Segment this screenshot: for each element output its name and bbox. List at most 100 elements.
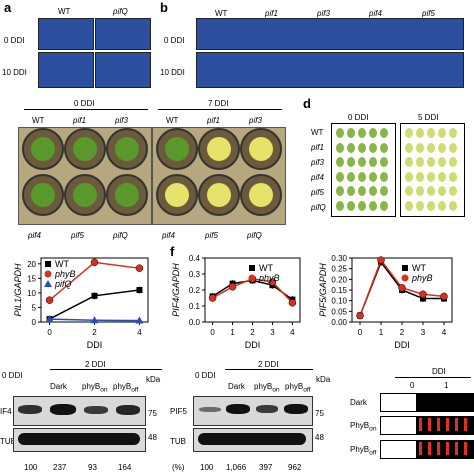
panel-d-row: pif3 bbox=[311, 158, 324, 167]
seedling-spot bbox=[438, 171, 446, 182]
blot2-mw2: 48 bbox=[315, 433, 324, 442]
blot1-kda: kDa bbox=[146, 375, 161, 384]
legend-marker bbox=[45, 261, 51, 267]
plant-pot bbox=[106, 128, 148, 170]
blot2-lane: phyBon bbox=[254, 382, 280, 394]
seedling-spot bbox=[380, 142, 388, 153]
schematic-title: DDI bbox=[432, 367, 446, 376]
data-point bbox=[420, 295, 426, 302]
y-tick-label: 0.1 bbox=[189, 302, 201, 311]
schematic-bar-phyb-off bbox=[380, 440, 474, 459]
x-tick-label: 3 bbox=[270, 328, 275, 337]
seedling-spot bbox=[336, 186, 344, 196]
panel-c-group2-line bbox=[158, 109, 282, 110]
blot2-pct: 1,066 bbox=[226, 463, 247, 472]
light-pulse bbox=[455, 418, 458, 431]
light-pulse bbox=[419, 442, 422, 455]
schematic-row-label: PhyBon bbox=[350, 421, 377, 433]
panel-a-row-0ddi: 0 DDI bbox=[4, 36, 25, 45]
x-tick-label: 1 bbox=[230, 328, 235, 337]
y-tick-label: 0.15 bbox=[331, 286, 347, 295]
panel-d-col1: 0 DDI bbox=[348, 113, 369, 122]
data-point bbox=[208, 294, 217, 302]
data-point bbox=[135, 264, 144, 272]
seedling-spot bbox=[449, 128, 457, 138]
light-pulse bbox=[428, 418, 431, 431]
seedling-spot bbox=[347, 200, 355, 211]
seedling-spot bbox=[358, 128, 366, 138]
seedling-spot bbox=[416, 171, 424, 182]
blot2-lane: Dark bbox=[228, 382, 245, 391]
seedling-spot bbox=[380, 157, 388, 167]
schematic-bar-phyb-on bbox=[380, 416, 474, 435]
plant-pot bbox=[198, 174, 240, 216]
x-axis-label: DDI bbox=[394, 340, 410, 350]
light-pulse bbox=[464, 418, 467, 431]
data-point bbox=[398, 284, 406, 292]
seedling-spot bbox=[369, 186, 377, 196]
seedling-spot bbox=[380, 128, 388, 138]
panel-b-letter: b bbox=[160, 0, 168, 15]
blot1-lane: phyBon bbox=[82, 382, 108, 394]
light-pulse bbox=[437, 442, 440, 455]
data-point bbox=[268, 278, 277, 286]
legend-marker bbox=[249, 265, 255, 271]
seedling-spot bbox=[347, 128, 355, 138]
y-axis-label: PIL1/GAPDH bbox=[13, 263, 23, 317]
legend-label: phyB bbox=[411, 273, 433, 283]
y-tick-label: 0.10 bbox=[331, 297, 347, 306]
plant-pot bbox=[64, 128, 106, 170]
legend-label: phyB bbox=[54, 269, 76, 279]
panel-a-col-pifq: pifQ bbox=[113, 7, 128, 16]
blot2-pct-label: (%) bbox=[172, 463, 185, 472]
legend-label: WT bbox=[412, 263, 426, 273]
panel-b-col-label: pif1 bbox=[265, 9, 278, 18]
panel-c-top-label: pif3 bbox=[115, 116, 128, 125]
y-tick-label: 10 bbox=[27, 289, 36, 298]
panel-b-col-label: WT bbox=[215, 9, 228, 18]
seedling-spot bbox=[438, 128, 446, 138]
seedling-spot bbox=[449, 200, 457, 211]
seedling-photo-strip bbox=[196, 52, 464, 88]
panel-b-col-label: pif5 bbox=[422, 9, 435, 18]
data-point bbox=[90, 258, 99, 267]
y-tick-label: 0.3 bbox=[189, 270, 201, 279]
seedling-spot bbox=[438, 186, 446, 196]
data-point bbox=[377, 256, 385, 264]
seedling-spot bbox=[427, 186, 435, 196]
blot2-pct: 100 bbox=[200, 463, 214, 472]
seedling-spot bbox=[416, 128, 424, 138]
data-point bbox=[419, 290, 427, 299]
data-point bbox=[91, 292, 98, 299]
panel-c-bottom-label: pifQ bbox=[247, 231, 262, 240]
panel-b-col-label: pif3 bbox=[317, 9, 330, 18]
schematic-row-label: Dark bbox=[350, 398, 367, 407]
legend-marker bbox=[402, 265, 408, 271]
plant-pot bbox=[240, 174, 282, 216]
plant-pot bbox=[106, 174, 148, 216]
blot-band bbox=[18, 405, 42, 414]
plant-pot bbox=[156, 174, 198, 216]
data-point bbox=[440, 292, 448, 301]
blot1-row2: TUB bbox=[0, 437, 16, 446]
blot-band bbox=[198, 433, 306, 445]
seedling-spot bbox=[449, 142, 457, 153]
blot-band bbox=[199, 407, 221, 412]
legend-label: pifQ bbox=[54, 279, 72, 289]
blot2-pct: 962 bbox=[288, 463, 302, 472]
y-axis-label: PIF5/GAPDH bbox=[318, 263, 328, 317]
legend-label: WT bbox=[55, 259, 69, 269]
seedling-photo-strip bbox=[196, 18, 464, 50]
panel-c-group1-title: 0 DDI bbox=[74, 99, 95, 108]
panel-c-bottom-label: pif5 bbox=[71, 231, 84, 240]
plant-pot bbox=[240, 128, 282, 170]
blot1-header-left: 0 DDI bbox=[2, 371, 23, 380]
blot-band bbox=[256, 405, 278, 413]
panel-a-row-10ddi: 10 DDI bbox=[2, 68, 27, 77]
light-pulse bbox=[419, 418, 422, 431]
seedling-spot bbox=[405, 200, 413, 211]
blot1-mw2: 48 bbox=[148, 433, 157, 442]
data-point bbox=[135, 316, 144, 324]
panel-c-group1-line bbox=[24, 109, 148, 110]
data-point bbox=[228, 283, 237, 291]
